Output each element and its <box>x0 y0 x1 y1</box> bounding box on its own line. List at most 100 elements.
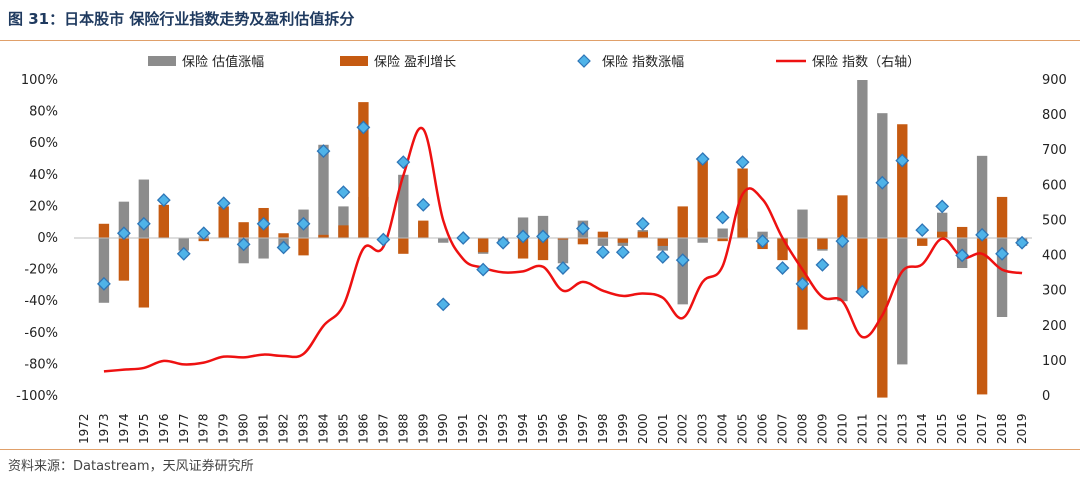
bar-earnings <box>358 102 369 238</box>
bar-earnings <box>477 238 489 253</box>
x-tick-label: 2014 <box>915 413 929 444</box>
marker-index-change <box>156 193 171 207</box>
marker-index-change <box>536 229 550 244</box>
bar-earnings <box>577 238 589 245</box>
bar-earnings <box>737 168 748 238</box>
bar-valuation <box>258 238 269 259</box>
x-tick-label: 1989 <box>416 413 430 444</box>
bar-earnings <box>677 206 688 238</box>
x-tick-label: 1977 <box>177 413 191 444</box>
bar-valuation <box>936 212 948 238</box>
x-tick-label: 2008 <box>795 413 809 444</box>
y-left-tick-label: 60% <box>29 136 58 151</box>
marker-index-change <box>236 237 251 252</box>
marker-index-change <box>735 155 750 170</box>
x-tick-label: 2017 <box>975 413 989 444</box>
bar-earnings <box>118 238 130 281</box>
legend: 保险 估值涨幅 保险 盈利增长 保险 指数涨幅 保险 指数（右轴） <box>148 54 920 70</box>
bar-valuation <box>537 215 549 238</box>
bar-valuation <box>98 238 110 303</box>
marker-index-change <box>975 227 990 242</box>
marker-index-change <box>875 175 890 190</box>
bar-earnings <box>318 234 329 238</box>
y-right-tick-label: 100 <box>1042 354 1067 369</box>
marker-index-change <box>1015 235 1029 250</box>
marker-index-change <box>935 199 950 214</box>
marker-index-change <box>97 276 111 291</box>
x-tick-label: 1992 <box>476 413 490 444</box>
x-tick-label: 1990 <box>436 413 450 444</box>
bar-earnings <box>617 238 629 243</box>
y-right-tick-label: 700 <box>1042 143 1067 158</box>
marker-index-change <box>196 226 211 241</box>
marker-index-change <box>136 216 151 231</box>
bar-valuation <box>398 174 409 238</box>
marker-index-change <box>955 248 970 263</box>
x-tick-label: 1986 <box>356 413 370 444</box>
bar-earnings <box>976 238 988 395</box>
bar-valuation <box>976 155 988 238</box>
bar-earnings <box>418 220 429 238</box>
x-tick-label: 1987 <box>376 413 390 444</box>
x-tick-label: 2012 <box>875 413 889 444</box>
figure-title: 图 31：日本股市 保险行业指数走势及盈利估值拆分 <box>8 10 355 28</box>
bar-valuation <box>717 228 728 238</box>
marker-index-change <box>316 144 331 159</box>
bar-valuation <box>877 113 888 238</box>
bar-earnings <box>218 206 229 238</box>
bar-earnings <box>877 238 888 398</box>
bar-earnings <box>517 238 529 259</box>
y-right-tick-label: 0 <box>1042 389 1050 404</box>
x-tick-label: 2015 <box>935 413 949 444</box>
x-tick-label: 1999 <box>616 413 630 444</box>
bar-valuation <box>996 238 1008 317</box>
marker-index-change <box>635 216 650 231</box>
bar-valuation <box>517 217 529 238</box>
x-tick-label: 2011 <box>855 413 869 444</box>
marker-index-change <box>216 196 231 211</box>
y-left-tick-label: -20% <box>24 263 58 278</box>
bar-valuation <box>697 238 708 243</box>
bar-earnings <box>657 238 668 246</box>
bar-earnings <box>557 238 569 240</box>
x-tick-label: 1995 <box>536 413 550 444</box>
x-tick-label: 1974 <box>117 413 131 444</box>
bar-earnings <box>597 231 609 238</box>
bar-earnings <box>398 238 409 254</box>
bar-earnings <box>956 226 968 238</box>
bar-earnings <box>837 195 848 238</box>
x-tick-label: 2004 <box>716 413 730 444</box>
marker-index-change <box>396 155 411 170</box>
y-right-tick-label: 500 <box>1042 213 1067 228</box>
x-tick-label: 2009 <box>815 413 829 444</box>
x-tick-label: 1982 <box>277 413 291 444</box>
x-tick-label: 1985 <box>336 413 350 444</box>
bar-valuation <box>138 179 150 238</box>
marker-index-change <box>835 234 850 249</box>
y-right-tick-label: 600 <box>1042 178 1067 193</box>
bar-valuation <box>837 238 848 302</box>
bar-earnings <box>917 238 928 246</box>
title-divider <box>0 40 1080 41</box>
marker-index-change <box>416 197 431 212</box>
marker-index-change <box>496 235 511 250</box>
marker-index-change <box>655 250 670 264</box>
legend-label-earnings: 保险 盈利增长 <box>374 55 456 70</box>
y-right-tick-label: 400 <box>1042 249 1067 264</box>
legend-label-index-change: 保险 指数涨幅 <box>602 55 684 70</box>
x-tick-label: 2010 <box>835 413 849 444</box>
bar-valuation <box>897 238 908 365</box>
bar-earnings <box>897 124 908 238</box>
x-tick-label: 1984 <box>316 413 330 444</box>
bar-earnings <box>238 222 249 238</box>
y-right-tick-label: 200 <box>1042 319 1067 334</box>
marker-index-change <box>356 120 371 135</box>
marker-index-change <box>436 297 451 312</box>
y-right-tick-label: 800 <box>1042 108 1067 123</box>
bar-valuation <box>557 238 569 264</box>
y-right-tick-label: 300 <box>1042 284 1067 299</box>
y-left-tick-label: 40% <box>29 168 58 183</box>
bar-earnings <box>697 160 708 238</box>
marker-index-change <box>116 226 131 241</box>
x-tick-label: 2018 <box>995 413 1009 444</box>
